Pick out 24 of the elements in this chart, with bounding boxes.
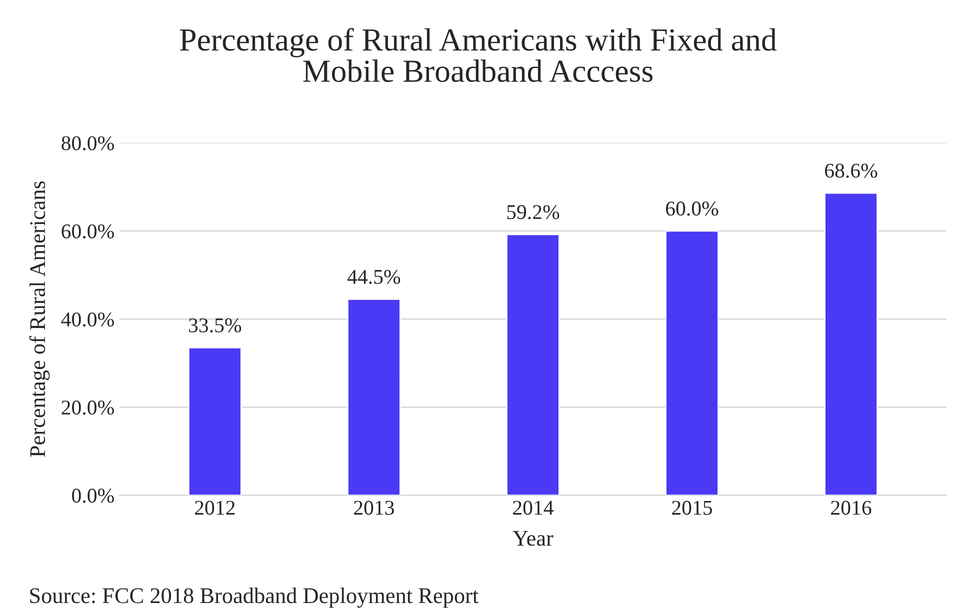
x-tick-label: 2014 <box>513 500 554 515</box>
x-tick-label: 2013 <box>354 500 394 515</box>
y-tick-label: 20.0% <box>62 400 114 415</box>
source-note: Source: FCC 2018 Broadband Deployment Report <box>30 588 478 608</box>
y-tick-label: 80.0% <box>62 136 114 150</box>
bar <box>506 234 560 496</box>
y-tick-label: 40.0% <box>61 312 114 327</box>
bar <box>347 298 401 496</box>
bar <box>824 192 878 496</box>
x-axis-title: Year <box>512 531 554 546</box>
y-tick-label: 60.0% <box>62 224 114 238</box>
data-label: 59.2% <box>507 205 560 220</box>
x-tick-label: 2015 <box>672 500 712 515</box>
x-tick-label: 2012 <box>195 500 235 515</box>
y-axis-title: Percentage of Rural Americans <box>29 181 50 457</box>
y-tick-label: 0.0% <box>72 488 114 503</box>
data-label: 33.5% <box>189 318 242 332</box>
bar <box>665 230 719 496</box>
data-label: 44.5% <box>347 270 400 284</box>
data-label: 60.0% <box>666 202 718 216</box>
bar <box>188 347 242 496</box>
data-label: 68.6% <box>825 164 878 178</box>
x-tick-label: 2016 <box>831 500 872 515</box>
chart-title: Percentage of Rural Americans with Fixed and Mobile Broadband Acccess <box>180 28 777 82</box>
